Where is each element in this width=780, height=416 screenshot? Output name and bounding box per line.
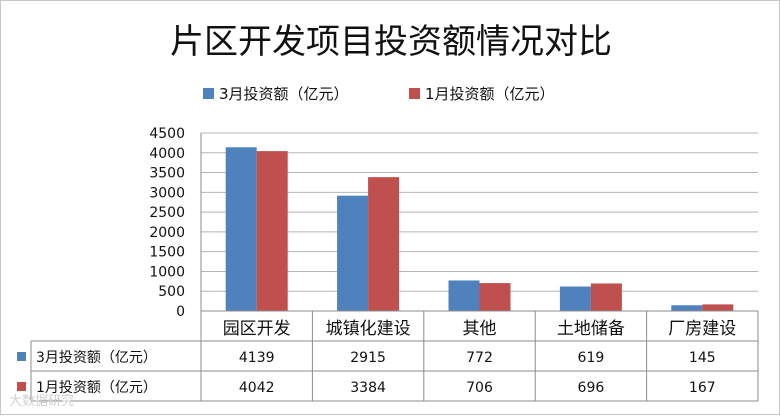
bar-2-5 <box>702 304 734 311</box>
x-category-1: 园区开发 <box>223 319 291 339</box>
table-cell-1-2: 2915 <box>350 350 386 366</box>
table-cell-2-2: 3384 <box>350 380 386 396</box>
bar-1-3 <box>448 280 480 311</box>
bar-1-4 <box>559 286 591 311</box>
bar-2-1 <box>256 151 288 311</box>
y-tick-1000: 1000 <box>149 264 185 280</box>
data-table: 园区开发 城镇化建设 其他 土地储备 厂房建设 3月投资额（亿元） 4139 2915 772 6… <box>17 310 759 402</box>
legend-label-2: 1月投资额（亿元） <box>425 85 555 103</box>
legend-label-1: 3月投资额（亿元） <box>219 85 349 103</box>
table-cell-1-1: 4139 <box>239 350 275 366</box>
row-label-2: 1月投资额（亿元） <box>36 380 157 396</box>
chart-title: 片区开发项目投资额情况对比 <box>170 22 612 62</box>
table-cell-2-1: 4042 <box>239 380 275 396</box>
y-tick-2000: 2000 <box>149 225 185 241</box>
gridlines <box>201 132 758 312</box>
bar-1-2 <box>337 195 369 311</box>
x-category-3: 其他 <box>463 319 497 339</box>
x-category-5: 厂房建设 <box>668 319 736 339</box>
x-category-4: 土地储备 <box>557 319 625 339</box>
bar-1-1 <box>225 147 257 311</box>
y-tick-3000: 3000 <box>149 185 185 201</box>
legend-swatch-1 <box>203 88 214 99</box>
bars <box>225 147 734 311</box>
y-tick-0: 0 <box>176 304 185 320</box>
row-key-2 <box>17 382 26 391</box>
table-cell-1-4: 619 <box>578 350 605 366</box>
legend-swatch-2 <box>409 88 420 99</box>
table-cell-2-4: 696 <box>578 380 605 396</box>
y-tick-1500: 1500 <box>149 245 185 261</box>
x-category-2: 城镇化建设 <box>326 319 411 339</box>
y-tick-4500: 4500 <box>149 126 185 142</box>
watermark-text: 大数据研究 <box>9 394 74 409</box>
bar-2-2 <box>368 177 400 311</box>
table-cell-1-3: 772 <box>466 350 493 366</box>
bar-1-5 <box>671 305 703 311</box>
bar-2-4 <box>590 283 622 311</box>
row-label-1: 3月投资额（亿元） <box>36 350 157 366</box>
row-key-1 <box>17 352 26 361</box>
table-cell-1-5: 145 <box>689 350 716 366</box>
y-tick-3500: 3500 <box>149 166 185 182</box>
legend: 3月投资额（亿元） 1月投资额（亿元） <box>203 85 555 103</box>
y-axis: 0 500 1000 1500 2000 2500 3000 3500 4000 4500 <box>149 126 202 320</box>
table-cell-2-5: 167 <box>689 380 716 396</box>
table-cell-2-3: 706 <box>466 380 493 396</box>
bar-2-3 <box>479 283 511 311</box>
y-tick-2500: 2500 <box>149 205 185 221</box>
y-tick-4000: 4000 <box>149 146 185 162</box>
y-tick-500: 500 <box>158 284 185 300</box>
